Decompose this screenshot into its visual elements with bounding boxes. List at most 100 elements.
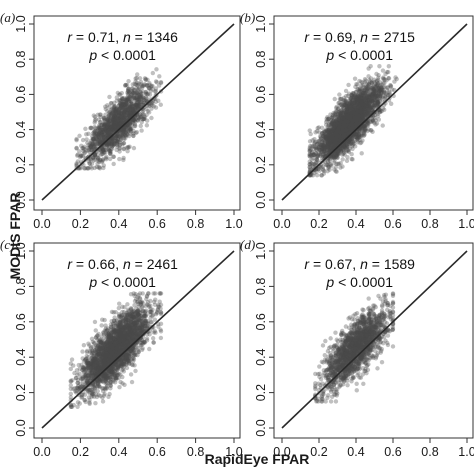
scatter-point (96, 117, 102, 122)
scatter-point (340, 128, 345, 133)
scatter-point (128, 126, 133, 132)
scatter-point (129, 103, 135, 109)
scatter-point (131, 117, 137, 122)
scatter-point (92, 143, 97, 148)
scatter-point (123, 105, 128, 110)
scatter-point (353, 111, 358, 116)
scatter-point (116, 121, 121, 127)
scatter-point (114, 114, 119, 120)
scatter-point (383, 91, 389, 96)
scatter-point (138, 82, 144, 87)
scatter-point (129, 88, 135, 94)
scatter-point (105, 118, 111, 123)
scatter-point (104, 117, 110, 122)
scatter-point (80, 153, 86, 159)
y-tick-label: 0.2 (14, 156, 28, 173)
scatter-point (318, 153, 323, 159)
scatter-point (122, 132, 128, 137)
scatter-point (108, 148, 113, 154)
scatter-point (126, 113, 132, 118)
scatter-point (98, 123, 103, 128)
scatter-point (126, 90, 132, 95)
scatter-point (93, 134, 99, 140)
panel-label: (b) (240, 10, 255, 25)
scatter-point (128, 99, 134, 104)
scatter-point (125, 102, 130, 108)
scatter-point (116, 121, 122, 126)
scatter-point (117, 106, 123, 111)
scatter-point (128, 94, 133, 99)
scatter-point (106, 140, 112, 146)
scatter-point (122, 116, 127, 122)
scatter-point (112, 127, 118, 132)
scatter-point (94, 136, 99, 141)
scatter-point (143, 77, 148, 83)
scatter-point (134, 96, 140, 101)
scatter-point (343, 123, 348, 129)
scatter-point (376, 113, 381, 119)
scatter-point (88, 144, 94, 149)
scatter-point (101, 131, 107, 137)
scatter-point (140, 97, 146, 102)
scatter-point (143, 90, 148, 95)
scatter-point (374, 71, 379, 77)
scatter-point (115, 139, 121, 144)
scatter-point (131, 133, 136, 139)
scatter-point (77, 133, 82, 139)
scatter-point (370, 100, 376, 105)
scatter-point (97, 166, 103, 171)
scatter-point (111, 106, 116, 111)
scatter-point (105, 127, 110, 133)
scatter-point (369, 116, 375, 121)
scatter-point (380, 76, 386, 81)
scatter-point (331, 118, 337, 123)
scatter-point (326, 116, 331, 121)
stat-p: p < 0.0001 (88, 47, 156, 63)
scatter-point (100, 129, 106, 135)
scatter-point (324, 134, 329, 139)
scatter-point (103, 127, 108, 133)
scatter-point (74, 146, 79, 151)
scatter-point (105, 132, 111, 138)
scatter-point (363, 106, 368, 111)
scatter-point (338, 96, 343, 102)
scatter-point (347, 114, 353, 120)
scatter-point (126, 144, 131, 150)
scatter-point (125, 115, 130, 120)
scatter-points (74, 67, 164, 171)
scatter-point (364, 123, 370, 128)
scatter-point (88, 125, 93, 131)
scatter-point (346, 82, 351, 88)
scatter-point (133, 102, 139, 108)
scatter-point (328, 112, 333, 117)
scatter-point (111, 161, 116, 167)
scatter-point (138, 89, 144, 95)
scatter-point (313, 130, 318, 135)
scatter-point (91, 144, 97, 149)
scatter-point (130, 86, 136, 91)
scatter-point (131, 117, 136, 123)
scatter-point (103, 104, 108, 109)
y-tick-label: 0.2 (254, 156, 268, 173)
scatter-point (104, 142, 110, 147)
scatter-point (135, 117, 140, 123)
scatter-point (132, 104, 137, 109)
scatter-point (359, 151, 364, 156)
scatter-point (96, 155, 101, 161)
scatter-point (344, 158, 350, 164)
scatter-point (350, 157, 355, 162)
scatter-point (107, 104, 112, 110)
scatter-point (310, 138, 315, 143)
scatter-point (110, 118, 115, 123)
scatter-point (110, 142, 115, 147)
scatter-point (362, 91, 367, 96)
scatter-point (109, 125, 114, 130)
scatter-point (113, 119, 119, 124)
scatter-point (96, 131, 102, 136)
x-tick-label: 0.8 (187, 217, 204, 231)
scatter-point (105, 130, 111, 135)
scatter-point (120, 118, 126, 123)
scatter-point (148, 84, 154, 90)
scatter-point (107, 125, 113, 130)
scatter-point (109, 125, 114, 131)
